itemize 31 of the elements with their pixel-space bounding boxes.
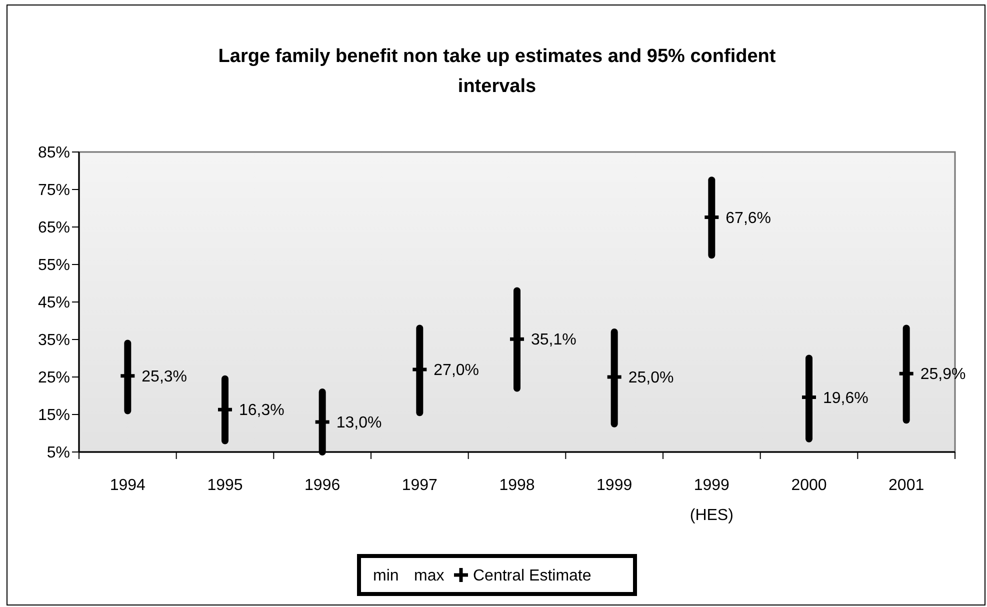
data-label: 19,6%	[823, 390, 868, 407]
data-label: 35,1%	[531, 332, 576, 349]
y-tick-label: 15%	[38, 407, 70, 424]
y-tick-label: 5%	[46, 444, 70, 462]
x-tick-label: 1997	[402, 477, 438, 494]
x-tick-label: 1999	[596, 477, 632, 494]
x-tick-label: 2001	[888, 477, 924, 494]
x-tick-label: 2000	[791, 477, 827, 494]
x-tick-label: 1999 (HES)	[690, 477, 734, 524]
chart-title: Large family benefit non take up estimates and 95% confident intervals	[218, 46, 776, 97]
data-label: 25,0%	[628, 370, 674, 387]
x-tick-label: 1998	[499, 477, 535, 494]
x-tick-label: 1996	[304, 477, 340, 494]
legend-label: Central Estimate	[473, 568, 592, 585]
data-label: 67,6%	[726, 210, 772, 227]
y-tick-label: 55%	[38, 257, 70, 274]
y-tick-label: 75%	[38, 182, 70, 200]
x-tick-label: 1995	[207, 477, 243, 494]
x-tick-label: 1994	[110, 477, 146, 494]
data-label: 25,9%	[920, 366, 966, 384]
y-tick-label: 35%	[38, 332, 70, 350]
data-label: 25,3%	[142, 368, 188, 386]
legend-label: min	[373, 568, 399, 585]
y-tick-label: 25%	[38, 370, 70, 387]
y-tick-label: 65%	[38, 220, 70, 237]
y-tick-label: 45%	[38, 294, 70, 312]
data-label: 16,3%	[239, 402, 284, 420]
data-label: 27,0%	[434, 362, 480, 380]
legend-label: max	[414, 568, 444, 585]
y-tick-label: 85%	[38, 144, 70, 162]
data-label: 13,0%	[336, 414, 382, 432]
